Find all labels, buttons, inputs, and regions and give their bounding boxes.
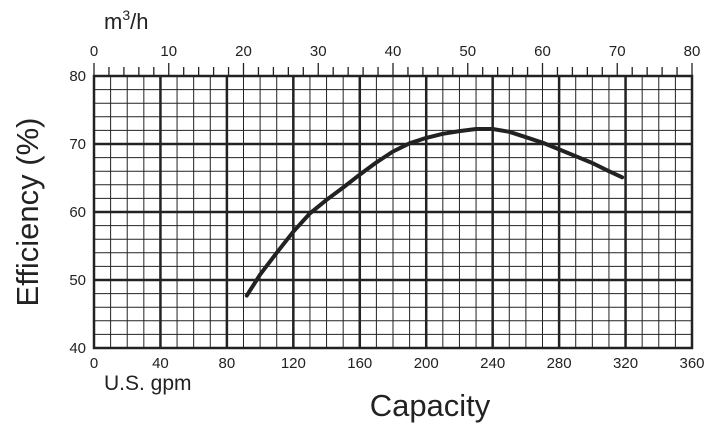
top-axis-tick-label: 50 bbox=[459, 43, 476, 60]
top-axis-tick-label: 70 bbox=[609, 43, 626, 60]
grid bbox=[94, 76, 692, 348]
y-axis-tick-label: 80 bbox=[69, 68, 86, 85]
x-axis-tick-label: 320 bbox=[613, 355, 638, 372]
x-axis-tick-label: 240 bbox=[480, 355, 505, 372]
top-axis-ticks bbox=[93, 63, 693, 76]
x-axis-tick-label: 200 bbox=[414, 355, 439, 372]
top-axis-tick-label: 20 bbox=[235, 43, 252, 60]
top-axis-tick-label: 80 bbox=[684, 43, 701, 60]
top-axis-unit-label: m3/h bbox=[104, 7, 148, 34]
x-axis-tick-label: 40 bbox=[152, 355, 169, 372]
top-axis-tick-label: 60 bbox=[534, 43, 551, 60]
y-axis-tick-label: 50 bbox=[69, 272, 86, 289]
x-axis-tick-label: 280 bbox=[547, 355, 572, 372]
x-axis-tick-label: 360 bbox=[679, 355, 704, 372]
x-unit-label: U.S. gpm bbox=[104, 372, 192, 395]
x-axis-labels: 0 40 80 120 160 200 240 280 320 360 bbox=[90, 355, 705, 372]
plot-frame bbox=[92, 74, 694, 350]
top-axis-tick-label: 30 bbox=[310, 43, 327, 60]
series-group bbox=[244, 127, 625, 298]
y-axis-title: Efficiency (%) bbox=[10, 118, 45, 307]
x-axis-tick-label: 120 bbox=[281, 355, 306, 372]
x-axis-title: Capacity bbox=[370, 388, 491, 423]
x-axis-tick-label: 0 bbox=[90, 355, 98, 372]
x-axis-tick-label: 160 bbox=[347, 355, 372, 372]
top-axis-tick-label: 10 bbox=[160, 43, 177, 60]
x-axis-tick-label: 80 bbox=[219, 355, 236, 372]
y-axis-tick-label: 70 bbox=[69, 136, 86, 153]
top-axis-labels: 0 10 20 30 40 50 60 70 80 bbox=[90, 43, 701, 60]
y-axis-labels: 40 50 60 70 80 bbox=[69, 68, 86, 357]
top-axis-tick-label: 40 bbox=[385, 43, 402, 60]
efficiency-curve bbox=[244, 127, 625, 298]
y-axis-tick-label: 40 bbox=[69, 340, 86, 357]
y-axis-tick-label: 60 bbox=[69, 204, 86, 221]
top-axis-tick-label: 0 bbox=[90, 43, 98, 60]
